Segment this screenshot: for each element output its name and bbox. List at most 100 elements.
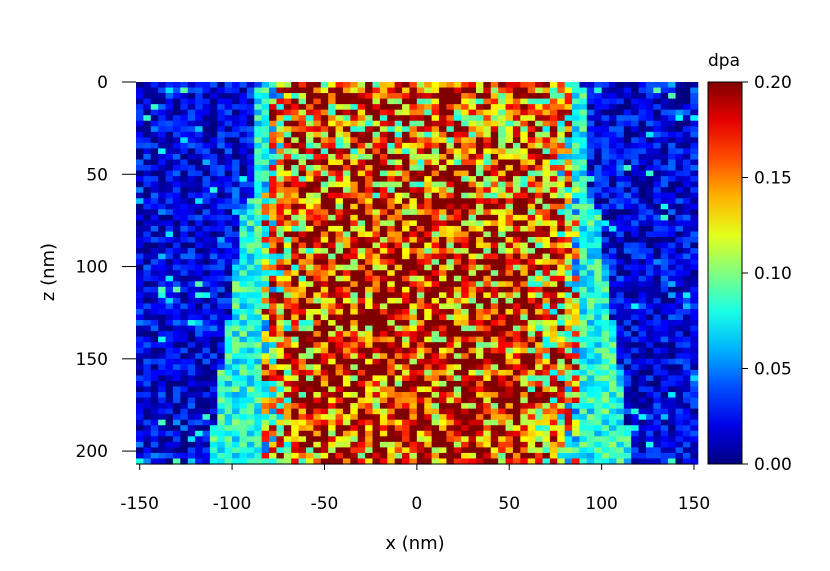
heatmap-cell (549, 93, 558, 100)
heatmap-cell (172, 414, 181, 421)
heatmap-cell (165, 126, 174, 133)
heatmap-cell (453, 82, 462, 89)
heatmap-cell (690, 214, 699, 222)
heatmap-cell (490, 358, 499, 365)
heatmap-cell (512, 137, 521, 144)
heatmap-cell (653, 198, 662, 205)
heatmap-cell (468, 314, 477, 321)
heatmap-cell (350, 264, 359, 271)
heatmap-cell (572, 259, 581, 266)
heatmap-cell (342, 281, 351, 288)
heatmap-cell (342, 253, 351, 260)
heatmap-cell (490, 192, 499, 199)
heatmap-cell (512, 441, 521, 448)
heatmap-cell (291, 82, 300, 89)
heatmap-cell (675, 320, 684, 327)
heatmap-cell (342, 408, 351, 415)
heatmap-cell (527, 242, 536, 249)
heatmap-cell (660, 237, 669, 244)
heatmap-cell (217, 259, 226, 266)
heatmap-cell (305, 380, 314, 388)
heatmap-cell (564, 198, 573, 205)
heatmap-cell (609, 115, 617, 122)
heatmap-cell (158, 286, 167, 293)
heatmap-cell (394, 187, 403, 194)
heatmap-cell (520, 286, 529, 293)
heatmap-cell (623, 259, 632, 266)
heatmap-cell (180, 336, 189, 343)
heatmap-cell (675, 187, 684, 194)
heatmap-cell (320, 303, 329, 310)
heatmap-cell (668, 303, 677, 310)
heatmap-cell (298, 380, 307, 388)
heatmap-cell (320, 270, 329, 277)
heatmap-cell (461, 109, 470, 116)
heatmap-cell (136, 292, 144, 299)
heatmap-cell (653, 275, 662, 282)
heatmap-cell (232, 198, 241, 205)
heatmap-cell (335, 87, 344, 94)
heatmap-cell (402, 336, 411, 343)
heatmap-cell (335, 148, 344, 155)
heatmap-cell (150, 225, 159, 233)
heatmap-cell (660, 203, 669, 210)
heatmap-cell (542, 159, 551, 166)
heatmap-cell (490, 242, 499, 249)
heatmap-cell (439, 392, 448, 399)
heatmap-cell (416, 120, 425, 127)
heatmap-cell (424, 253, 433, 260)
heatmap-cell (653, 176, 662, 183)
heatmap-cell (424, 209, 433, 216)
heatmap-cell (579, 347, 588, 354)
heatmap-cell (217, 225, 226, 233)
heatmap-cell (572, 109, 581, 116)
heatmap-cell (564, 430, 573, 437)
heatmap-cell (232, 159, 241, 166)
heatmap-cell (335, 331, 344, 338)
heatmap-cell (394, 137, 403, 144)
heatmap-cell (461, 231, 470, 238)
heatmap-cell (342, 336, 351, 343)
heatmap-cell (520, 358, 529, 365)
heatmap-cell (579, 353, 588, 360)
heatmap-cell (520, 198, 529, 205)
heatmap-cell (512, 142, 521, 150)
heatmap-cell (298, 292, 307, 299)
heatmap-cell (187, 441, 196, 448)
heatmap-cell (379, 425, 388, 432)
heatmap-cell (653, 109, 662, 116)
heatmap-cell (490, 176, 499, 183)
heatmap-cell (172, 170, 181, 177)
heatmap-cell (594, 253, 603, 260)
heatmap-cell (690, 369, 699, 377)
heatmap-cell (490, 275, 499, 282)
heatmap-cell (158, 397, 167, 404)
heatmap-cell (512, 380, 521, 388)
heatmap-cell (475, 430, 484, 437)
heatmap-cell (690, 353, 699, 360)
heatmap-cell (424, 231, 433, 238)
heatmap-cell (579, 93, 588, 100)
heatmap-cell (475, 281, 484, 288)
heatmap-cell (409, 353, 418, 360)
heatmap-cell (645, 159, 654, 166)
heatmap-cell (616, 408, 625, 415)
heatmap-cell (416, 414, 425, 421)
heatmap-cell (357, 137, 366, 144)
heatmap-cell (143, 220, 152, 227)
heatmap-cell (461, 120, 470, 127)
heatmap-cell (246, 131, 255, 138)
heatmap-cell (505, 98, 514, 105)
heatmap-cell (365, 159, 374, 166)
heatmap-cell (424, 115, 433, 122)
heatmap-cell (601, 203, 610, 210)
heatmap-cell (254, 403, 263, 410)
heatmap-cell (520, 386, 529, 393)
heatmap-cell (668, 115, 677, 122)
heatmap-cell (217, 192, 226, 199)
heatmap-cell (394, 131, 403, 138)
heatmap-cell (557, 425, 566, 432)
heatmap-cell (653, 220, 662, 227)
heatmap-cell (416, 93, 425, 100)
heatmap-cell (158, 342, 167, 349)
